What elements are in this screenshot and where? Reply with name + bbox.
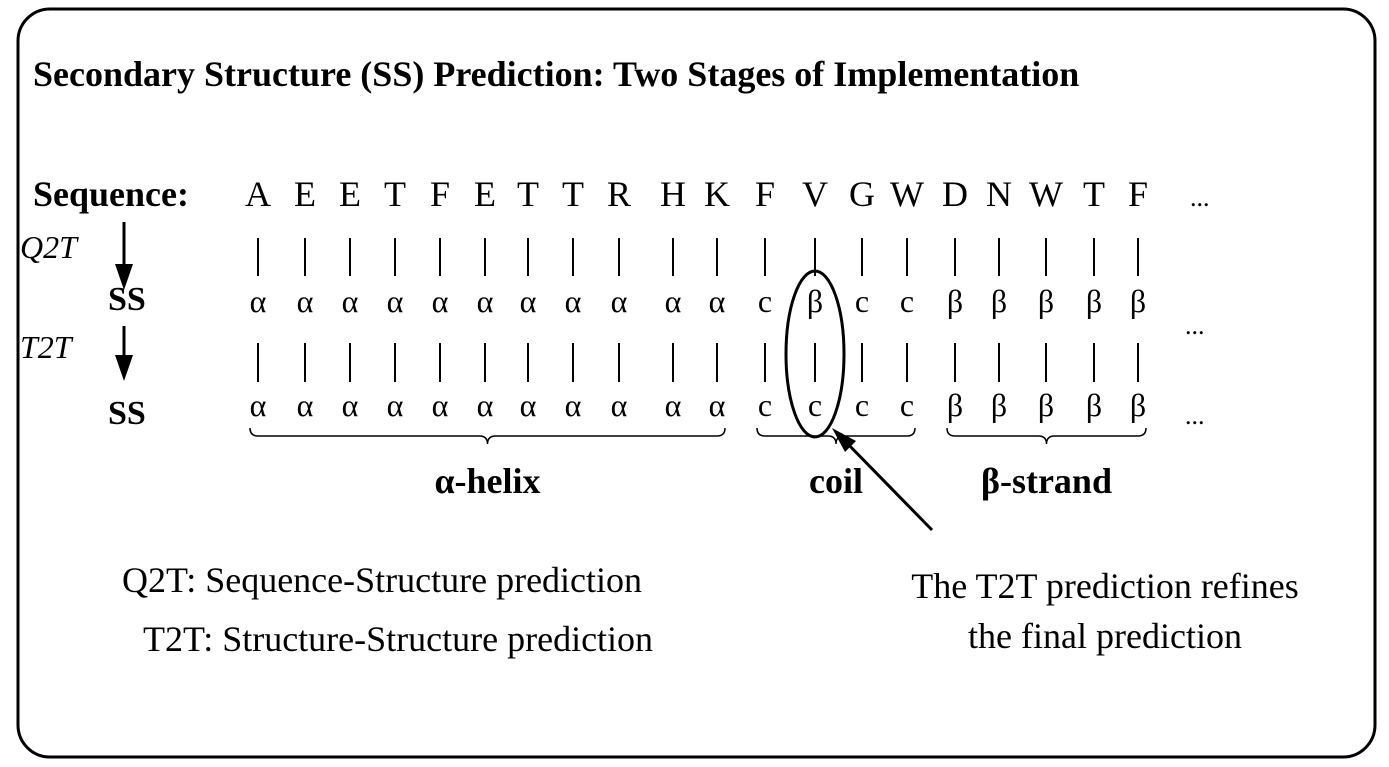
stage2-ss-8: α [565,387,582,423]
t2t-label: T2T [20,329,74,365]
stage2-ss-20: β [1130,387,1146,423]
stage2-ss-17: β [991,387,1007,423]
ellipsis-sequence: ... [1190,183,1210,212]
residue-8: T [562,174,584,214]
pointer-arrow-head [832,428,856,452]
residue-2: E [294,174,316,214]
stage2-ss-9: α [611,387,628,423]
stage1-ss-12: c [758,283,772,319]
region-brace-1 [249,427,726,445]
stage2-ss-10: α [665,387,682,423]
stage2-ss-1: α [250,387,267,423]
note-line-2: the final prediction [968,616,1242,656]
stage1-ss-2: α [297,283,314,319]
pointer-arrow-shaft [840,436,934,532]
stage1-ss-15: c [900,283,914,319]
stage1-ss-9: α [611,283,628,319]
residue-20: F [1128,174,1148,214]
sequence-label: Sequence: [33,174,189,214]
stage2-ss-15: c [900,387,914,423]
stage2-ss-12: c [758,387,772,423]
q2t-arrow-head [115,264,133,290]
residue-14: G [849,174,875,214]
stage1-ss-6: α [477,283,494,319]
frame [16,7,1377,759]
residue-16: D [942,174,968,214]
stage2-ss-3: α [342,387,359,423]
ellipsis-stage2: ... [1185,401,1205,430]
region-label-3: β-strand [981,461,1112,501]
stage2-ss-5: α [432,387,449,423]
stage1-ss-17: β [991,283,1007,319]
legend-line-q2t: Q2T: Sequence-Structure prediction [122,560,642,600]
stage1-ss-14: c [855,283,869,319]
stage2-ss-19: β [1086,387,1102,423]
residue-11: K [704,174,730,214]
region-label-1: α-helix [434,461,540,501]
q2t-label: Q2T [20,229,79,265]
region-label-2: coil [809,461,863,501]
stage1-ss-20: β [1130,283,1146,319]
stage2-ss-14: c [855,387,869,423]
ss-label-stage1: SS [108,281,146,318]
residue-5: F [430,174,450,214]
residue-17: N [986,174,1012,214]
residue-9: R [607,174,631,214]
stage1-ss-13: β [807,283,823,319]
stage2-ss-2: α [297,387,314,423]
residue-19: T [1083,174,1105,214]
residue-15: W [890,174,924,214]
highlight-ellipse [784,269,846,439]
stage1-ss-1: α [250,283,267,319]
region-brace-3 [946,427,1147,445]
stage1-ss-11: α [709,283,726,319]
stage2-ss-18: β [1038,387,1054,423]
note-line-1: The T2T prediction refines [911,566,1299,606]
stage1-ss-7: α [520,283,537,319]
residue-4: T [384,174,406,214]
stage1-ss-18: β [1038,283,1054,319]
stage2-ss-13: c [808,387,822,423]
residue-13: V [802,174,828,214]
stage1-ss-8: α [565,283,582,319]
stage1-ss-10: α [665,283,682,319]
residue-6: E [474,174,496,214]
stage1-ss-4: α [387,283,404,319]
residue-12: F [755,174,775,214]
residue-3: E [339,174,361,214]
residue-7: T [517,174,539,214]
stage1-ss-16: β [947,283,963,319]
ellipsis-stage1: ... [1185,311,1205,340]
diagram-title: Secondary Structure (SS) Prediction: Two… [33,54,1079,94]
residue-10: H [660,174,686,214]
legend-line-t2t: T2T: Structure-Structure prediction [143,619,653,659]
stage2-ss-16: β [947,387,963,423]
residue-18: W [1029,174,1063,214]
region-brace-2 [756,427,916,445]
stage2-ss-7: α [520,387,537,423]
stage1-ss-3: α [342,283,359,319]
stage2-ss-4: α [387,387,404,423]
ss-label-stage2: SS [108,395,146,432]
stage1-ss-19: β [1086,283,1102,319]
residue-1: A [245,174,271,214]
stage1-ss-5: α [432,283,449,319]
stage2-ss-11: α [709,387,726,423]
stage2-ss-6: α [477,387,494,423]
t2t-arrow-head [115,355,133,381]
